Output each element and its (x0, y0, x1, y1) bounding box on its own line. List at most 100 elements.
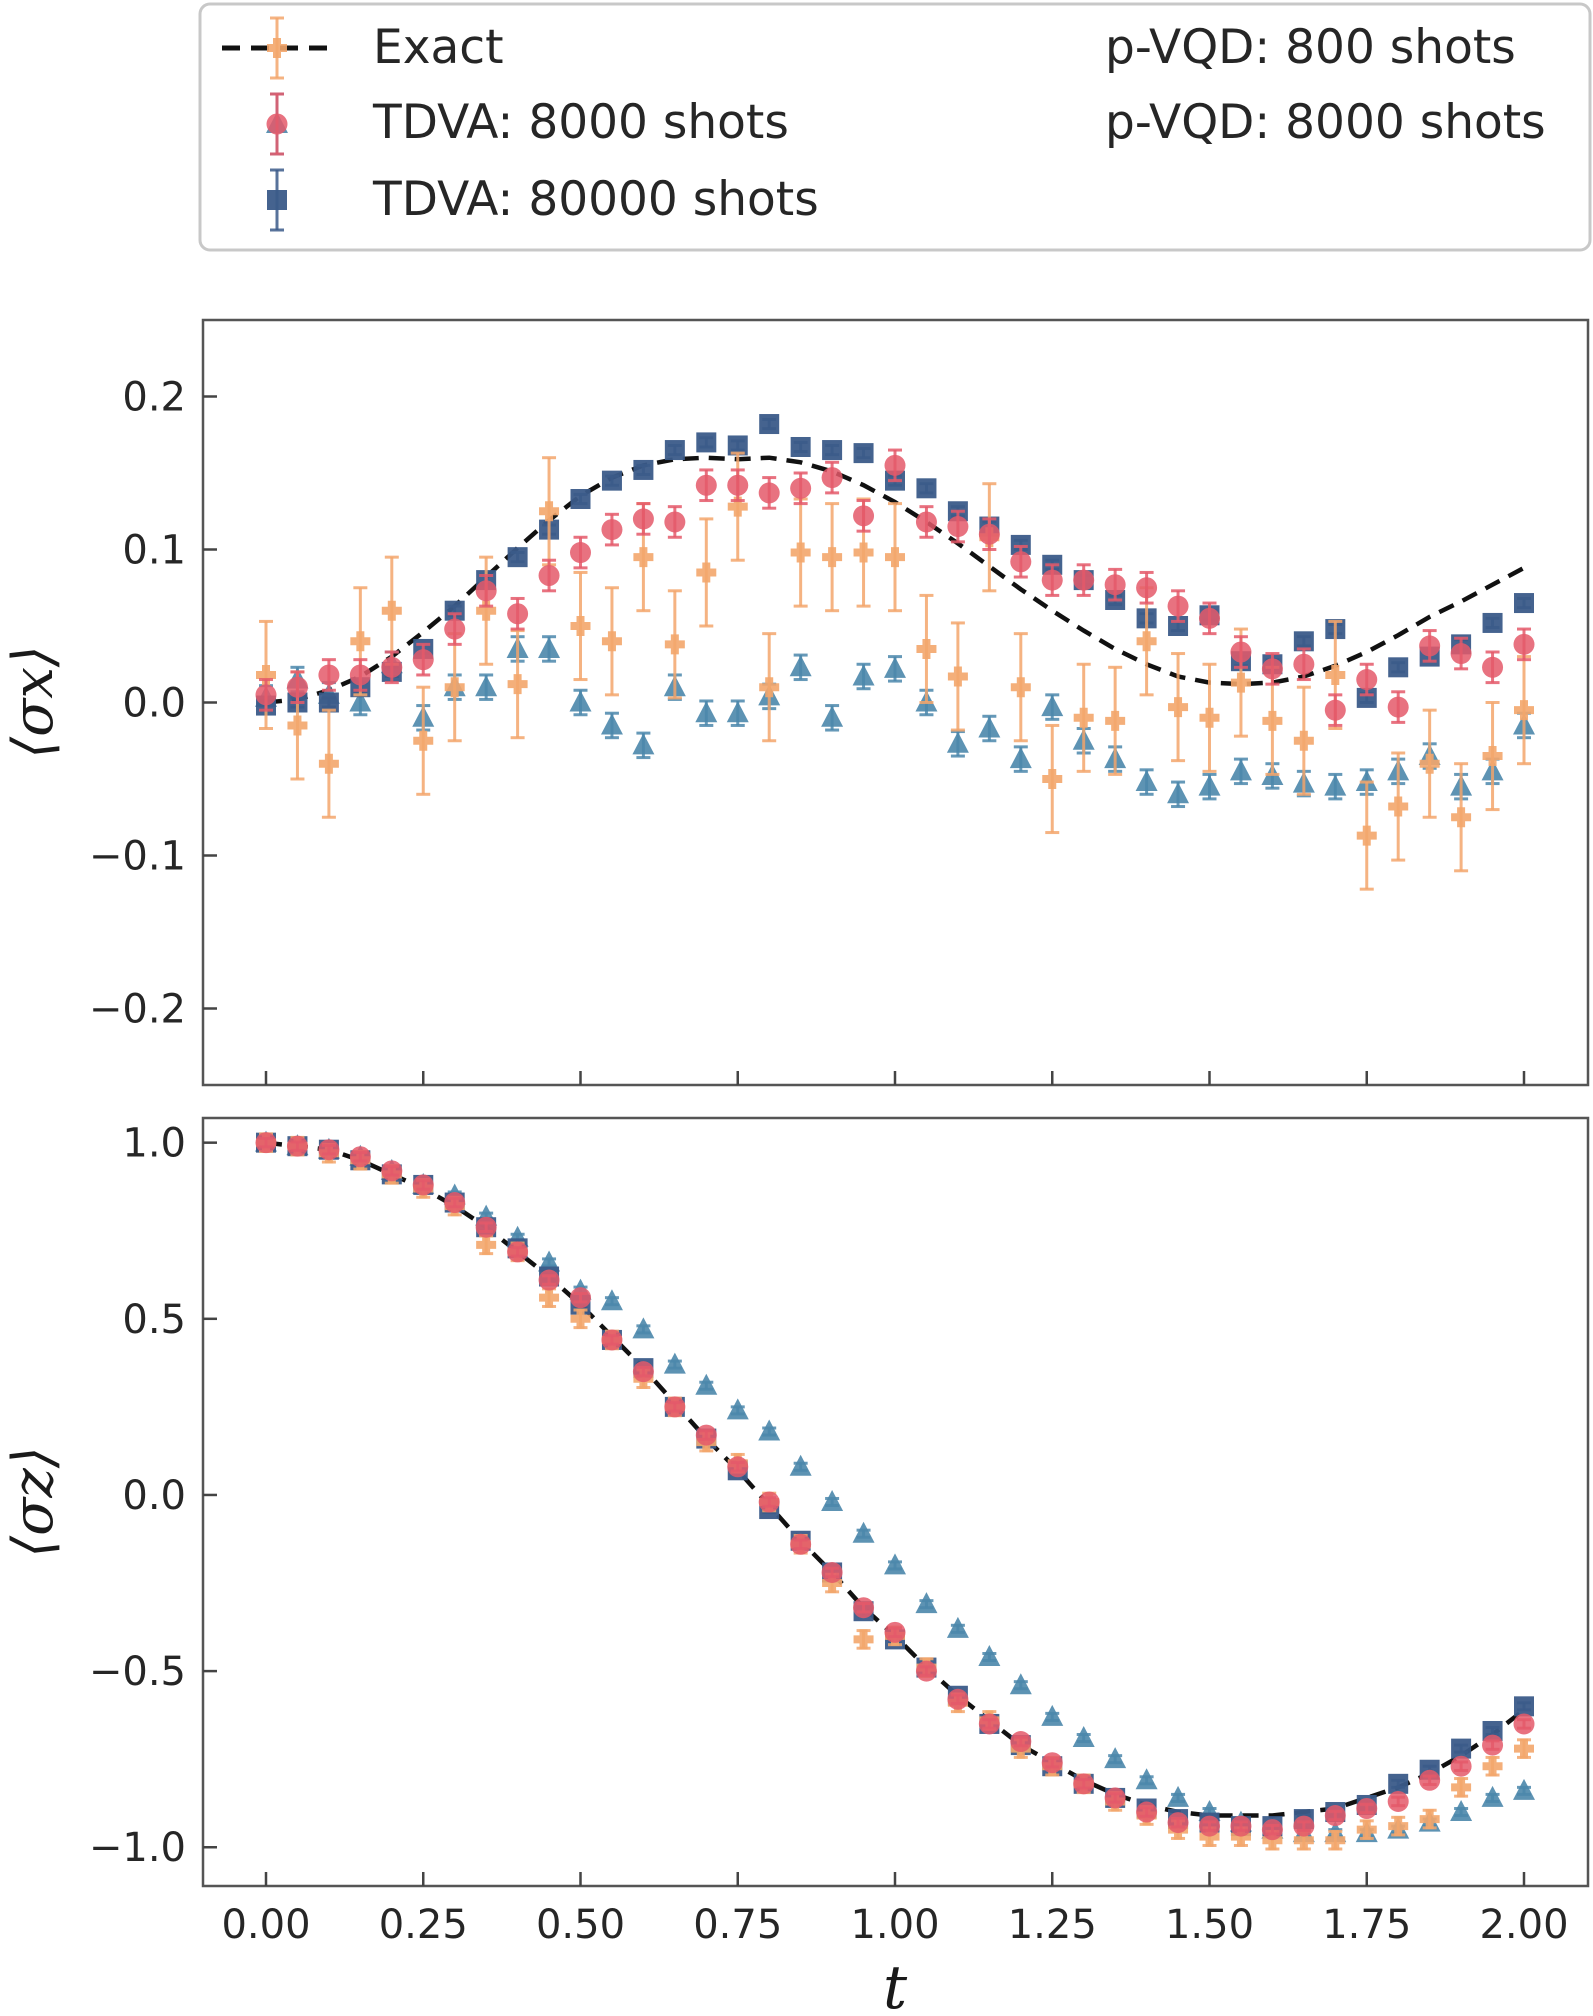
pvqd_8000-point (695, 474, 717, 496)
pvqd_800-point (1419, 753, 1440, 774)
pvqd_800-point-shape (350, 631, 371, 652)
pvqd_800-point-shape (1451, 807, 1472, 828)
tdva_8000-point (978, 716, 1001, 738)
tdva_8000-point-shape (1009, 1673, 1032, 1695)
pvqd_8000-point (475, 1216, 497, 1238)
tdva_8000-point-shape (946, 731, 969, 753)
pvqd_8000-point (1324, 1805, 1346, 1827)
pvqd_8000-point (1387, 1790, 1409, 1812)
pvqd_8000-point-shape (947, 516, 969, 538)
pvqd_800-point-shape (1073, 707, 1094, 728)
pvqd_8000-point (412, 1174, 434, 1196)
pvqd_800-point-shape (885, 547, 905, 568)
pvqd_800-point (570, 616, 591, 636)
pvqd_8000-point (695, 1424, 717, 1446)
pvqd_8000-point-shape (318, 664, 340, 686)
pvqd_800-point (947, 666, 968, 687)
pvqd_8000-point-shape (695, 474, 717, 496)
pvqd_8000-point (978, 523, 1000, 545)
pvqd_800-point-shape (256, 664, 276, 685)
tdva_8000-point (1009, 1673, 1032, 1695)
pvqd_8000-point-shape (381, 656, 403, 678)
tdva_8000-point (726, 1398, 749, 1420)
pvqd_8000-point (318, 1139, 340, 1161)
pvqd_800-point (1388, 796, 1409, 817)
panel-sigma-z-frame (201, 1116, 1590, 1888)
pvqd_800-point (1293, 730, 1314, 751)
legend-tdva-80000-swatch (267, 168, 287, 232)
pvqd_800-point-shape (759, 677, 780, 698)
xtick-label: 1.50 (1165, 1902, 1254, 1948)
tdva_80000-point (1356, 687, 1377, 708)
tdva_8000-point-shape (726, 1398, 749, 1420)
legend: Exact TDVA: 8000 shots TDVA: 80000 shots… (198, 2, 1592, 252)
pvqd_800-point-shape (1010, 677, 1031, 698)
pvqd_8000-point-shape (695, 1424, 717, 1446)
pvqd_800-point-shape (1042, 769, 1063, 789)
pvqd_8000-point-shape (349, 664, 371, 686)
tdva_8000-point (569, 690, 592, 712)
panel-sigma-z-exact-curve (265, 1140, 1526, 1818)
pvqd_8000-point (255, 1132, 277, 1154)
tdva_8000-point (1481, 1785, 1504, 1807)
tdva_8000-point (663, 1352, 686, 1374)
pvqd_8000-point-shape (1450, 643, 1472, 665)
pvqd_800-point-shape (539, 1287, 560, 1308)
tdva_80000-point (853, 443, 874, 464)
tdva_8000-point-shape (349, 690, 372, 712)
tdva_80000-point (1010, 534, 1031, 555)
pvqd_8000-point-shape (632, 1361, 654, 1383)
tdva_80000-point (444, 600, 465, 621)
pvqd_8000-point-shape (978, 1713, 1000, 1735)
pvqd_800-point-shape (1136, 631, 1157, 652)
pvqd_800-point (1482, 1756, 1503, 1777)
pvqd_800-point (727, 496, 748, 517)
tdva_8000-point-shape (1198, 774, 1221, 796)
tdva_8000-point-shape (538, 1250, 561, 1272)
pvqd_800-point (1136, 631, 1157, 652)
tdva_8000-point (884, 656, 906, 678)
pvqd_800-point-shape (853, 1629, 874, 1650)
pvqd_800-point-shape (507, 674, 528, 695)
pvqd_8000-point (1230, 1815, 1252, 1837)
pvqd_800-point-shape (1482, 1756, 1503, 1777)
pvqd_8000-point-shape (1513, 1713, 1535, 1735)
pvqd_800-point-shape (696, 562, 717, 583)
tdva_8000-point-shape (1513, 1778, 1535, 1800)
pvqd_800-point-shape (1325, 664, 1346, 685)
panel-sigma-z-markers (255, 1130, 1535, 1851)
pvqd_8000-point (1293, 653, 1315, 675)
pvqd_8000-point (538, 1269, 560, 1291)
pvqd_8000-point (727, 1456, 749, 1478)
pvqd_8000-point-shape (758, 482, 780, 504)
pvqd_8000-point (947, 516, 969, 538)
pvqd_8000-point (727, 474, 749, 496)
pvqd_800-point (318, 753, 339, 774)
pvqd_8000-point (1199, 1815, 1220, 1837)
pvqd_8000-point (978, 1713, 1000, 1735)
tdva_8000-point-shape (1041, 695, 1064, 717)
ytick-label: −0.5 (89, 1649, 186, 1695)
pvqd_800-point (664, 634, 685, 655)
pvqd_8000-point (381, 1160, 403, 1182)
pvqd_800-point-shape (444, 677, 465, 698)
pvqd_8000-point (790, 1533, 812, 1555)
tdva_8000-point (600, 1289, 623, 1311)
tdva_80000-point-shape (696, 432, 717, 453)
pvqd_800-point (1325, 1830, 1346, 1851)
pvqd_8000-point-shape (978, 523, 1000, 545)
pvqd_8000-point-shape (570, 542, 591, 564)
pvqd_800-point (1199, 1826, 1220, 1847)
pvqd_8000-point (1513, 1713, 1535, 1735)
pvqd_800-point-shape (1514, 1738, 1534, 1759)
tdva_8000-point (821, 1490, 844, 1511)
pvqd_8000-point (601, 1329, 623, 1351)
tdva_8000-point-shape (915, 1592, 938, 1614)
pvqd_8000-point (821, 467, 843, 489)
tdva_8000-point (695, 701, 718, 723)
pvqd_800-point-shape (539, 501, 560, 522)
legend-marker (267, 190, 287, 210)
pvqd_8000-point (947, 1688, 969, 1710)
tdva_8000-point-shape (569, 690, 592, 712)
ylabel-sigma-z: ⟨σz⟩ (1, 1446, 66, 1557)
